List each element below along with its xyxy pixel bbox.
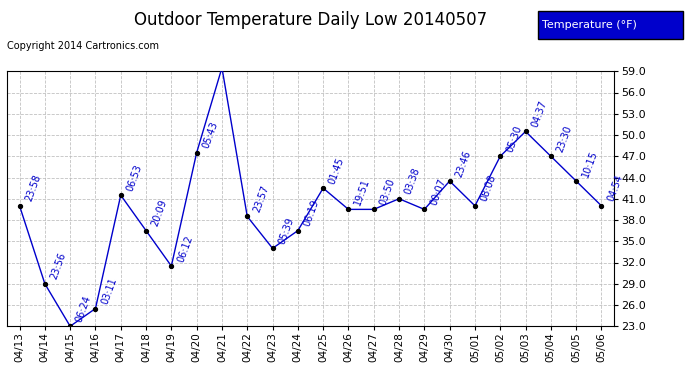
Text: 05:30: 05:30 xyxy=(504,124,523,153)
Text: 06:19: 06:19 xyxy=(302,198,321,228)
Text: Copyright 2014 Cartronics.com: Copyright 2014 Cartronics.com xyxy=(7,41,159,51)
Point xyxy=(343,206,354,212)
Point xyxy=(141,228,152,234)
Point xyxy=(596,203,607,209)
Point xyxy=(495,153,506,159)
Point xyxy=(39,281,50,287)
Point xyxy=(571,178,582,184)
Point xyxy=(65,323,76,329)
Text: 08:08: 08:08 xyxy=(479,174,498,203)
Text: 06:12: 06:12 xyxy=(175,234,195,263)
Point xyxy=(368,206,380,212)
Text: 06:53: 06:53 xyxy=(125,163,144,192)
Point xyxy=(115,192,126,198)
Point xyxy=(444,178,455,184)
Text: 03:50: 03:50 xyxy=(378,177,397,207)
Point xyxy=(393,196,404,202)
Text: 10:15: 10:15 xyxy=(580,148,599,178)
Text: 23:46: 23:46 xyxy=(454,148,473,178)
Text: 23:56: 23:56 xyxy=(49,251,68,281)
Text: 23:57: 23:57 xyxy=(251,184,270,214)
Point xyxy=(469,203,480,209)
Point xyxy=(14,203,25,209)
Point xyxy=(267,245,278,251)
Text: 23:30: 23:30 xyxy=(555,124,574,153)
Point xyxy=(419,206,430,212)
Point xyxy=(545,153,556,159)
Point xyxy=(317,185,328,191)
Point xyxy=(293,228,304,234)
Text: 04:54: 04:54 xyxy=(606,174,624,203)
Text: 00:07: 00:07 xyxy=(428,177,447,207)
Text: 04:37: 04:37 xyxy=(530,99,549,129)
Text: 01:45: 01:45 xyxy=(327,156,346,185)
Text: 03:38: 03:38 xyxy=(403,166,422,196)
Text: 03:11: 03:11 xyxy=(99,276,119,306)
Point xyxy=(520,129,531,135)
Point xyxy=(166,263,177,269)
Point xyxy=(191,150,202,156)
Text: 23:58: 23:58 xyxy=(23,173,43,203)
Point xyxy=(241,213,253,219)
Text: 05:43: 05:43 xyxy=(201,120,219,150)
Text: 06:24: 06:24 xyxy=(75,294,93,324)
Point xyxy=(90,306,101,312)
Text: 20:09: 20:09 xyxy=(150,198,169,228)
Text: Outdoor Temperature Daily Low 20140507: Outdoor Temperature Daily Low 20140507 xyxy=(134,11,487,29)
Text: 23:57: 23:57 xyxy=(0,374,1,375)
Text: Temperature (°F): Temperature (°F) xyxy=(542,20,636,30)
Point xyxy=(217,65,228,71)
Text: 05:39: 05:39 xyxy=(277,216,295,246)
Text: 19:51: 19:51 xyxy=(353,177,371,207)
